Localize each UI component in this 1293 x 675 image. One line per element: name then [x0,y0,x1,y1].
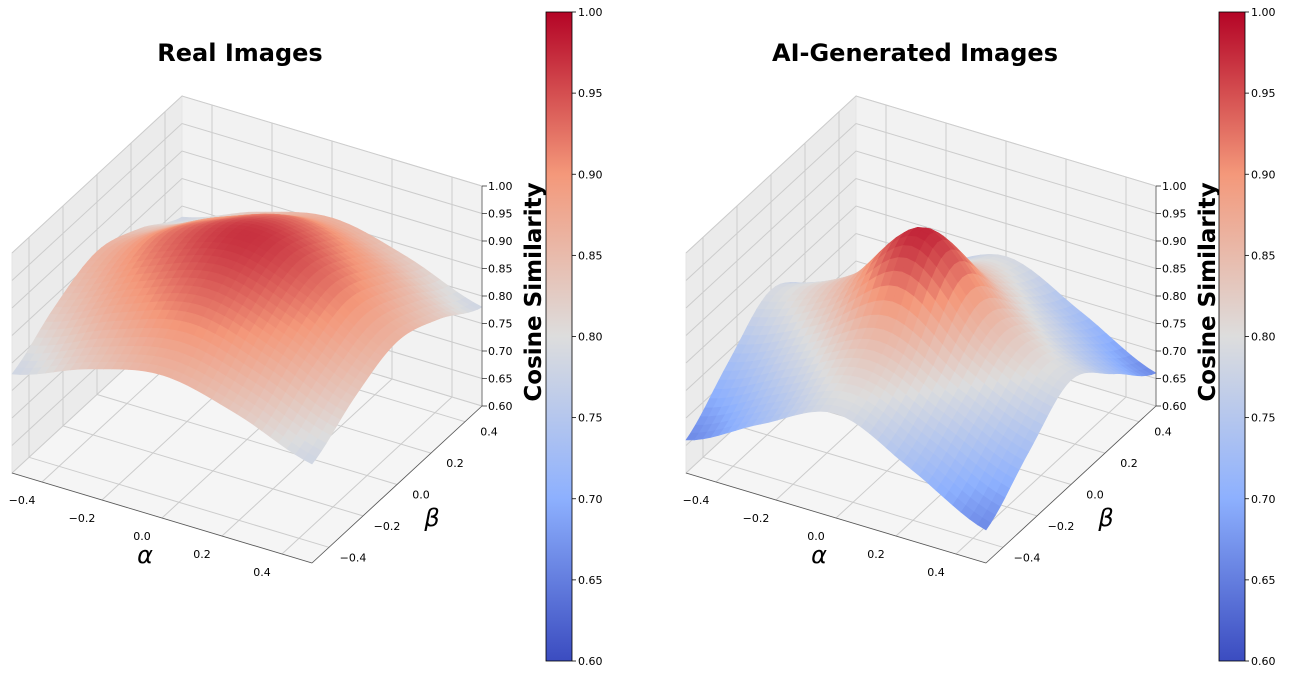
z-tick-label: 0.70 [488,345,513,358]
z-tick-label: 0.95 [488,208,513,221]
x-tick-label: −0.2 [743,512,770,525]
z-tick-label: 0.65 [488,373,513,386]
y-tick-label: −0.2 [374,520,401,533]
colorbar-tick-label: 0.85 [578,249,603,262]
z-tick-label: 0.90 [488,235,513,248]
z-tick-label: 0.60 [488,400,513,413]
colorbar-tick-label: 0.65 [1251,574,1276,587]
colorbar-tick-label: 0.90 [1251,168,1276,181]
colorbar [1219,12,1245,661]
y-tick-label: 0.0 [1086,489,1104,502]
z-axis-label: Cosine Similarity [521,182,547,401]
chart-title: AI-Generated Images [772,39,1058,67]
z-axis-label: Cosine Similarity [1195,182,1221,401]
z-tick-label: 0.95 [1162,208,1187,221]
z-tick-label: 0.75 [488,318,513,331]
z-tick-label: 0.60 [1162,400,1187,413]
colorbar-tick-label: 0.95 [578,87,603,100]
colorbar-tick-label: 0.95 [1251,87,1276,100]
colorbar-tick-label: 0.80 [578,331,603,344]
y-tick-label: 0.0 [412,489,430,502]
x-tick-label: −0.2 [69,512,96,525]
z-tick-label: 0.85 [488,263,513,276]
colorbar-tick-label: 0.80 [1251,331,1276,344]
colorbar-tick-label: 0.75 [578,412,603,425]
colorbar-tick-label: 0.90 [578,168,603,181]
y-tick-label: 0.4 [1154,426,1172,439]
y-axis-label: β [1097,504,1113,532]
z-tick-label: 0.80 [1162,290,1187,303]
x-axis-label: α [137,541,153,569]
z-tick-label: 0.90 [1162,235,1187,248]
x-tick-label: 0.2 [193,548,211,561]
z-tick-label: 1.00 [1162,180,1187,193]
chart-title: Real Images [157,39,322,67]
x-tick-label: 0.4 [927,566,945,579]
panel-ai-generated-images: −0.4−0.20.00.20.4−0.4−0.20.00.20.40.600.… [683,6,1276,668]
x-tick-label: 0.4 [253,566,271,579]
y-tick-label: 0.2 [1120,457,1138,470]
y-tick-label: −0.4 [1014,551,1041,564]
colorbar [546,12,572,661]
colorbar-tick-label: 0.85 [1251,249,1276,262]
colorbar-tick-label: 0.60 [578,655,603,668]
z-tick-label: 0.85 [1162,263,1187,276]
z-tick-label: 0.75 [1162,318,1187,331]
y-axis-label: β [423,504,439,532]
colorbar-tick-label: 1.00 [1251,6,1276,19]
colorbar-tick-label: 0.65 [578,574,603,587]
y-tick-label: 0.4 [480,426,498,439]
y-tick-label: −0.4 [340,551,367,564]
z-tick-label: 0.65 [1162,373,1187,386]
x-tick-label: −0.4 [9,494,36,507]
z-tick-label: 0.70 [1162,345,1187,358]
panel-real-images: −0.4−0.20.00.20.4−0.4−0.20.00.20.40.600.… [9,6,603,668]
colorbar-tick-label: 0.75 [1251,412,1276,425]
x-tick-label: 0.2 [867,548,885,561]
x-axis-label: α [811,541,827,569]
y-tick-label: −0.2 [1048,520,1075,533]
z-tick-label: 0.80 [488,290,513,303]
colorbar-tick-label: 1.00 [578,6,603,19]
z-tick-label: 1.00 [488,180,513,193]
y-tick-label: 0.2 [446,457,464,470]
colorbar-tick-label: 0.70 [1251,493,1276,506]
x-tick-label: −0.4 [683,494,710,507]
colorbar-tick-label: 0.70 [578,493,603,506]
colorbar-tick-label: 0.60 [1251,655,1276,668]
